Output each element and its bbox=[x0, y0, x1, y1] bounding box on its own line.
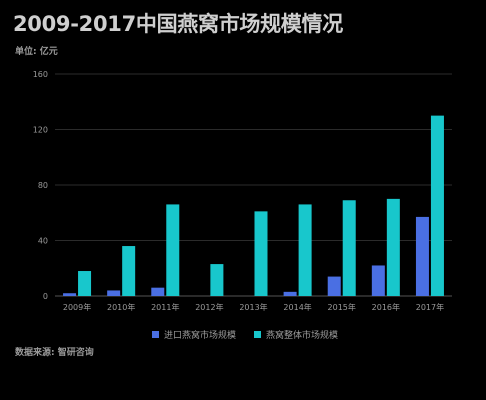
bar-series-2 bbox=[342, 200, 356, 296]
x-tick-label: 2017年 bbox=[416, 302, 444, 312]
legend-item-series-1: 进口燕窝市场规模 bbox=[152, 328, 236, 341]
bar-series-2 bbox=[166, 204, 180, 296]
source-note: 数据来源: 智研咨询 bbox=[15, 348, 94, 358]
x-tick-label: 2010年 bbox=[107, 302, 135, 312]
bar-series-1 bbox=[415, 216, 429, 296]
unit-label: 单位: 亿元 bbox=[15, 47, 58, 57]
x-tick-label: 2016年 bbox=[372, 302, 400, 312]
x-tick-label: 2014年 bbox=[283, 302, 311, 312]
bar-series-2 bbox=[298, 204, 312, 296]
bar-series-1 bbox=[63, 293, 77, 296]
bar-series-2 bbox=[386, 198, 400, 296]
x-tick-label: 2011年 bbox=[151, 302, 179, 312]
bar-series-2 bbox=[210, 264, 224, 296]
bar-series-1 bbox=[371, 265, 385, 296]
legend-label-series-1: 进口燕窝市场规模 bbox=[164, 331, 237, 341]
legend-swatch-series-1 bbox=[152, 331, 159, 338]
x-tick-label: 2012年 bbox=[195, 302, 223, 312]
y-tick-label: 120 bbox=[33, 126, 48, 135]
x-tick-label: 2009年 bbox=[63, 302, 91, 312]
y-tick-label: 160 bbox=[33, 70, 48, 79]
bar-series-1 bbox=[283, 291, 297, 296]
y-tick-label: 40 bbox=[38, 237, 48, 246]
bar-series-2 bbox=[430, 115, 444, 296]
bar-series-1 bbox=[151, 287, 165, 296]
chart-title: 2009-2017中国燕窝市场规模情况 bbox=[13, 12, 343, 36]
bar-series-1 bbox=[327, 276, 341, 296]
legend: 进口燕窝市场规模 燕窝整体市场规模 bbox=[152, 328, 356, 341]
legend-swatch-series-2 bbox=[254, 331, 262, 338]
y-tick-label: 0 bbox=[43, 292, 48, 301]
bar-series-2 bbox=[254, 211, 268, 296]
legend-item-series-2: 燕窝整体市场规模 bbox=[254, 328, 338, 341]
bar-series-2 bbox=[122, 246, 136, 296]
bar-series-1 bbox=[107, 290, 121, 296]
y-tick-label: 80 bbox=[38, 181, 48, 190]
x-tick-label: 2015年 bbox=[328, 302, 356, 312]
legend-label-series-2: 燕窝整体市场规模 bbox=[266, 331, 339, 341]
x-tick-label: 2013年 bbox=[239, 302, 267, 312]
bar-series-2 bbox=[78, 271, 92, 296]
